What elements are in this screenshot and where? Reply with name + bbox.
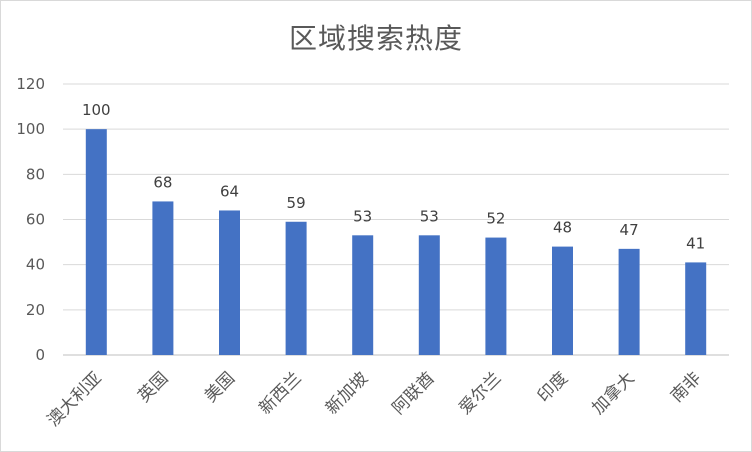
bar <box>152 201 174 355</box>
x-tick-label: 新加坡 <box>322 368 372 418</box>
bar <box>219 210 240 355</box>
data-label: 41 <box>686 234 705 252</box>
y-tick-label: 80 <box>26 165 45 183</box>
y-tick-label: 0 <box>35 346 45 364</box>
y-tick-label: 20 <box>26 301 45 319</box>
data-label: 64 <box>220 182 239 200</box>
bar <box>418 235 440 355</box>
y-tick-label: 60 <box>26 211 45 229</box>
bar <box>485 237 507 355</box>
x-tick-label: 英国 <box>134 368 172 406</box>
bar <box>285 221 307 355</box>
bar <box>352 235 374 355</box>
data-label: 53 <box>353 207 372 225</box>
x-tick-label: 印度 <box>534 368 572 406</box>
x-tick-label: 南非 <box>667 368 705 406</box>
x-tick-label: 澳大利亚 <box>44 368 106 430</box>
chart-title: 区域搜索热度 <box>288 22 463 55</box>
y-tick-label: 120 <box>16 75 45 93</box>
x-tick-label: 美国 <box>201 368 239 406</box>
bar <box>618 248 640 355</box>
x-tick-label: 新西兰 <box>255 368 305 418</box>
x-tick-label: 阿联酋 <box>389 368 439 418</box>
data-label: 59 <box>287 194 306 212</box>
y-tick-label: 40 <box>26 256 45 274</box>
data-label: 47 <box>620 221 639 239</box>
data-label: 53 <box>420 207 439 225</box>
data-label: 48 <box>553 219 572 237</box>
bar <box>85 129 107 355</box>
data-label: 100 <box>82 101 111 119</box>
x-tick-label: 加拿大 <box>588 368 639 419</box>
bar <box>685 262 707 355</box>
data-label: 68 <box>153 173 172 191</box>
x-tick-label: 爱尔兰 <box>455 368 505 418</box>
data-label: 52 <box>486 210 505 228</box>
y-tick-label: 100 <box>16 120 45 138</box>
bar <box>552 246 573 355</box>
